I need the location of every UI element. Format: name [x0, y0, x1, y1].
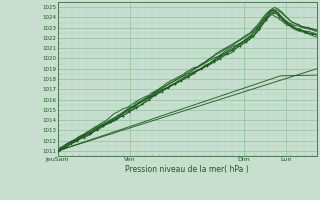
X-axis label: Pression niveau de la mer( hPa ): Pression niveau de la mer( hPa ): [125, 165, 249, 174]
